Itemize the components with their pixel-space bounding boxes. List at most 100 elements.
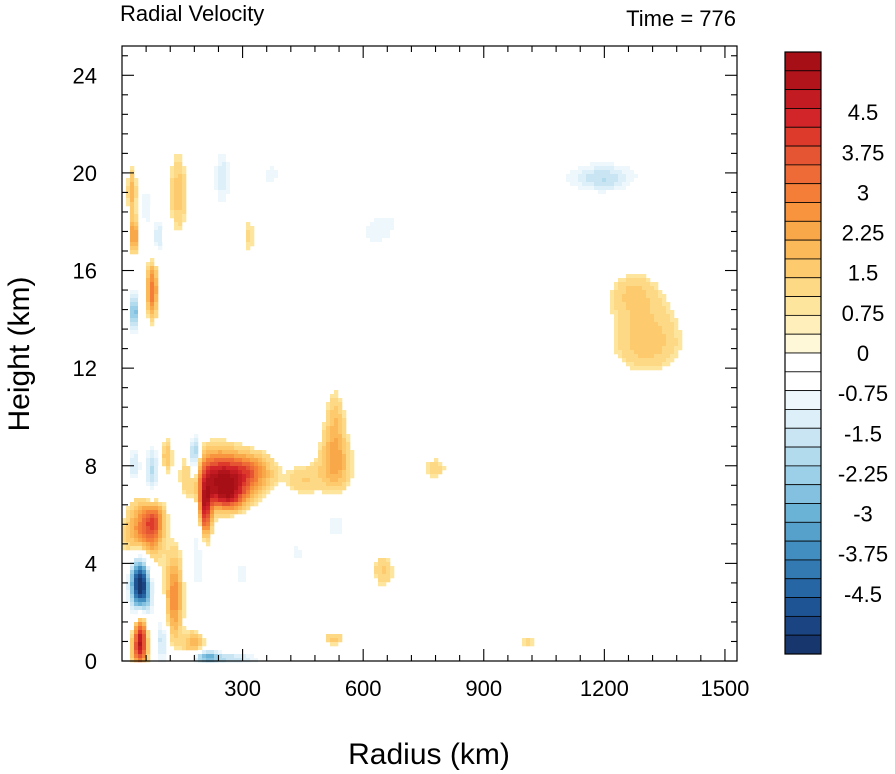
heatmap-cell xyxy=(238,650,243,655)
heatmap-cell xyxy=(190,438,195,443)
heatmap-cell xyxy=(382,558,387,563)
heatmap-cell xyxy=(286,522,291,527)
heatmap-cell xyxy=(130,450,135,455)
heatmap-cell xyxy=(202,466,207,471)
heatmap-cell xyxy=(134,598,139,603)
heatmap-cell xyxy=(182,594,187,599)
heatmap-cell xyxy=(590,194,595,199)
heatmap-cell xyxy=(198,598,203,603)
heatmap-cell xyxy=(610,178,615,183)
heatmap-cell xyxy=(178,198,183,203)
heatmap-cell xyxy=(442,230,447,235)
heatmap-cell xyxy=(374,230,379,235)
heatmap-cell xyxy=(234,582,239,587)
heatmap-cell xyxy=(498,190,503,195)
heatmap-cell xyxy=(446,230,451,235)
heatmap-cell xyxy=(622,326,627,331)
heatmap-cell xyxy=(418,226,423,231)
heatmap-cell xyxy=(658,322,663,327)
heatmap-cell xyxy=(194,646,199,651)
heatmap-cell xyxy=(234,650,239,655)
heatmap-cell xyxy=(134,634,139,639)
heatmap-cell xyxy=(290,530,295,535)
heatmap-cell xyxy=(258,190,263,195)
heatmap-cell xyxy=(134,314,139,319)
heatmap-cell xyxy=(142,634,147,639)
heatmap-cell xyxy=(642,354,647,359)
heatmap-cell xyxy=(298,566,303,571)
heatmap-cell xyxy=(226,566,231,571)
heatmap-cell xyxy=(166,602,171,607)
heatmap-cell xyxy=(134,198,139,203)
heatmap-cell xyxy=(630,282,635,287)
heatmap-cell xyxy=(142,606,147,611)
heatmap-cell xyxy=(126,458,131,463)
heatmap-cell xyxy=(146,506,151,511)
heatmap-cell xyxy=(654,310,659,315)
colorbar-tick-label: -3 xyxy=(853,502,873,527)
heatmap-cell xyxy=(658,182,663,187)
heatmap-cell xyxy=(402,198,407,203)
heatmap-cell xyxy=(162,522,167,527)
heatmap-cell xyxy=(242,570,247,575)
heatmap-cell xyxy=(282,546,287,551)
heatmap-cell xyxy=(498,206,503,211)
heatmap-cell xyxy=(638,282,643,287)
heatmap-cell xyxy=(630,322,635,327)
heatmap-cell xyxy=(218,486,223,491)
heatmap-cell xyxy=(130,246,135,251)
heatmap-cell xyxy=(366,214,371,219)
heatmap-cell xyxy=(206,542,211,547)
heatmap-cell xyxy=(506,182,511,187)
heatmap-cell xyxy=(162,590,167,595)
heatmap-cell xyxy=(138,322,143,327)
heatmap-cell xyxy=(614,178,619,183)
heatmap-cell xyxy=(526,190,531,195)
heatmap-cell xyxy=(134,558,139,563)
heatmap-cell xyxy=(658,166,663,171)
heatmap-cell xyxy=(182,634,187,639)
heatmap-cell xyxy=(214,514,219,519)
colorbar-bin xyxy=(784,314,822,335)
heatmap-cell xyxy=(438,198,443,203)
heatmap-cell xyxy=(126,326,131,331)
heatmap-cell xyxy=(154,222,159,227)
heatmap-cell xyxy=(218,446,223,451)
heatmap-cell xyxy=(670,342,675,347)
heatmap-cell xyxy=(410,222,415,227)
heatmap-cell xyxy=(162,454,167,459)
heatmap-cell xyxy=(162,538,167,543)
heatmap-cell xyxy=(542,178,547,183)
heatmap-cell xyxy=(182,638,187,643)
heatmap-cell xyxy=(514,194,519,199)
heatmap-cell xyxy=(658,294,663,299)
heatmap-cell xyxy=(422,210,427,215)
heatmap-cell xyxy=(126,294,131,299)
heatmap-cell xyxy=(178,478,183,483)
heatmap-cell xyxy=(150,546,155,551)
heatmap-cell xyxy=(542,186,547,191)
heatmap-cell xyxy=(442,234,447,239)
heatmap-cell xyxy=(198,590,203,595)
heatmap-cell xyxy=(518,210,523,215)
heatmap-cell xyxy=(650,322,655,327)
heatmap-cell xyxy=(130,334,135,339)
heatmap-cell xyxy=(626,362,631,367)
heatmap-cell xyxy=(466,186,471,191)
heatmap-cell xyxy=(146,226,151,231)
heatmap-cell xyxy=(178,582,183,587)
heatmap-cell xyxy=(162,570,167,575)
heatmap-cell xyxy=(382,214,387,219)
heatmap-cell xyxy=(290,554,295,559)
heatmap-cell xyxy=(282,478,287,483)
heatmap-cell xyxy=(526,202,531,207)
heatmap-cell xyxy=(154,270,159,275)
heatmap-cell xyxy=(222,438,227,443)
heatmap-cell xyxy=(238,498,243,503)
heatmap-cell xyxy=(522,642,527,647)
heatmap-cell xyxy=(538,178,543,183)
heatmap-cell xyxy=(222,450,227,455)
heatmap-cell xyxy=(414,218,419,223)
heatmap-cell xyxy=(358,222,363,227)
heatmap-cell xyxy=(182,590,187,595)
